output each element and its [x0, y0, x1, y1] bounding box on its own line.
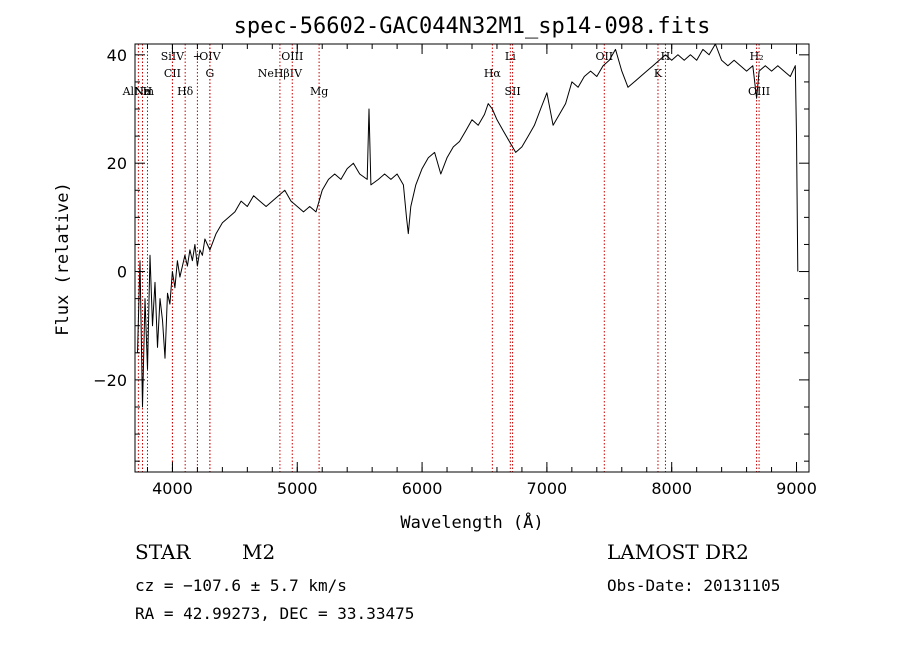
spectral-line-label: OIII: [281, 50, 303, 63]
spectral-line-label: H₂: [750, 50, 764, 63]
spectral-line-label: AlNm: [122, 85, 155, 98]
ra-dec: RA = 42.99273, DEC = 33.33475: [135, 604, 415, 623]
x-tick-label: 7000: [527, 479, 568, 498]
spectral-line-label: Hα: [484, 67, 502, 80]
x-tick-label: 8000: [651, 479, 692, 498]
y-tick-label: 40: [107, 46, 127, 65]
x-tick-label: 4000: [152, 479, 193, 498]
spectral-line-label: G: [205, 67, 214, 80]
object-class: STAR: [135, 540, 191, 564]
chart-title: spec-56602-GAC044N32M1_sp14-098.fits: [234, 14, 711, 39]
spectral-line-label: Mg: [310, 85, 328, 98]
spectral-line-label: OIII: [748, 85, 770, 98]
spectral-line-label: CII: [164, 67, 181, 80]
spectral-line-label: OII: [595, 50, 613, 63]
y-tick-label: 20: [107, 154, 127, 173]
axis-ticks: 4000 5000 6000 7000 8000 9000 −20 0 20 40: [93, 44, 817, 498]
y-tick-label: −20: [93, 371, 127, 390]
redshift-cz: cz = −107.6 ± 5.7 km/s: [135, 576, 347, 595]
spectral-line-label: H: [143, 85, 153, 98]
spectral-line-label: NeHβIV: [258, 67, 303, 80]
spectral-line-label: OIV: [199, 50, 221, 63]
y-tick-label: 0: [117, 263, 127, 282]
plot-frame: [134, 43, 810, 473]
spectral-line-label: SiIV: [161, 50, 185, 63]
spectral-line-label: H: [661, 50, 671, 63]
spectral-line-label: SII: [504, 85, 520, 98]
survey-name: LAMOST DR2: [607, 540, 749, 564]
x-tick-label: 5000: [277, 479, 318, 498]
spectral-line-label: Li: [505, 50, 516, 63]
x-tick-label: 6000: [402, 479, 443, 498]
spectral-line-label: Hδ: [177, 85, 194, 98]
spectrum-series: [137, 43, 799, 408]
spectrum-line: [137, 43, 799, 408]
spectral-line-label: Ne: [134, 85, 150, 98]
x-tick-label: 9000: [776, 479, 817, 498]
spectral-line-label: K: [654, 67, 663, 80]
object-subclass: M2: [242, 540, 276, 564]
spectral-line-label: +: [193, 50, 202, 63]
x-axis-label: Wavelength (Å): [400, 511, 543, 533]
y-axis-label: Flux (relative): [53, 182, 73, 336]
obs-date: Obs-Date: 20131105: [607, 576, 781, 595]
